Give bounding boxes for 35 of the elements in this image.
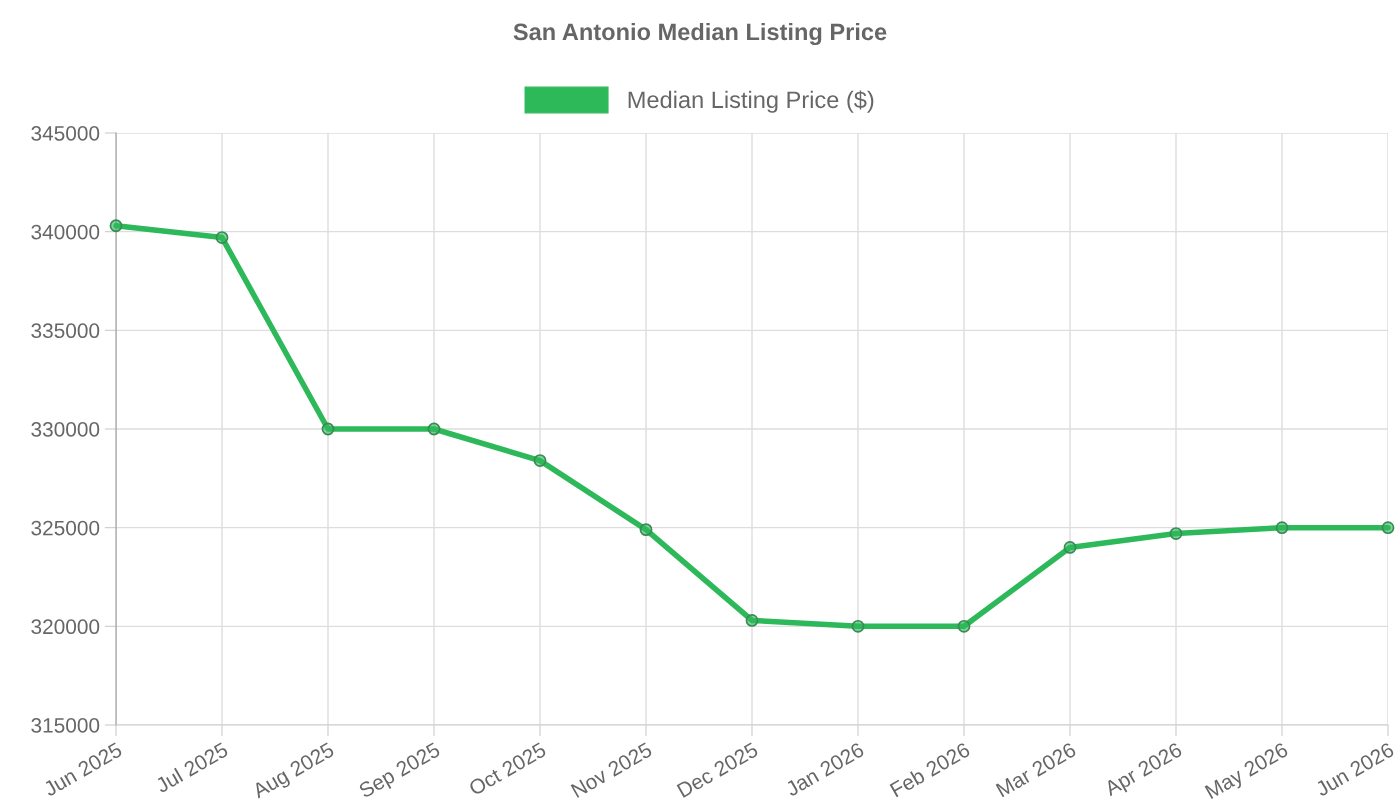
x-tick-label: Jul 2025 [154, 741, 229, 794]
point [427, 422, 441, 436]
x-tick-label: Dec 2025 [676, 741, 759, 798]
x-tick-label: May 2026 [1204, 741, 1291, 800]
point [1169, 527, 1183, 540]
x-tick-label: Mar 2026 [995, 741, 1077, 798]
x-tick-label: Apr 2026 [1103, 741, 1185, 800]
point [851, 619, 865, 633]
point [745, 614, 759, 627]
y-tick-label: 320000 [31, 619, 100, 635]
y-tick-label: 345000 [31, 126, 100, 141]
x-tick-label: Jun 2026 [1314, 741, 1395, 797]
legend-label: Median Listing Price ($) [628, 90, 874, 113]
y-tick-label: 340000 [31, 224, 100, 240]
point [321, 422, 335, 436]
point [1381, 521, 1395, 535]
x-tick-label: Oct 2025 [467, 741, 547, 796]
y-tick-label: 315000 [31, 718, 100, 733]
point [957, 619, 971, 633]
point [109, 219, 123, 233]
point [639, 523, 653, 537]
x-tick-label: Aug 2025 [251, 741, 337, 800]
x-tick-label: Sep 2025 [357, 741, 443, 800]
y-tick-label: 325000 [31, 520, 100, 536]
y-tick-label: 330000 [31, 422, 100, 437]
y-tick-label: 335000 [31, 323, 100, 339]
point [215, 231, 229, 244]
point [533, 454, 547, 467]
point [1275, 521, 1289, 535]
x-tick-label: Feb 2026 [889, 741, 971, 798]
x-tick-label: Jan 2026 [784, 741, 865, 797]
point [1063, 541, 1077, 554]
x-tick-label: Nov 2025 [570, 741, 653, 798]
chart-title: San Antonio Median Listing Price [513, 22, 887, 46]
x-tick-label: Jun 2025 [42, 741, 123, 797]
